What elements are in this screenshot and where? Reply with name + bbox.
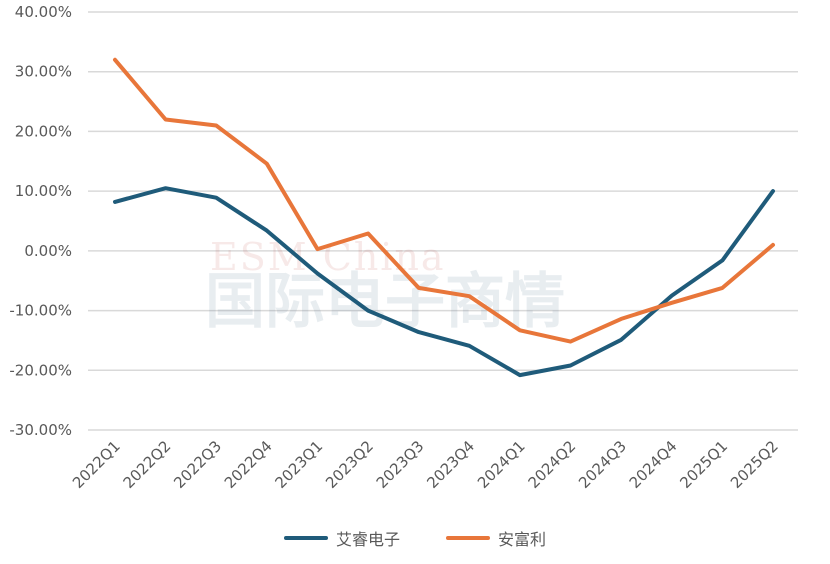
watermark: ESM China 国际电子商情 [205, 235, 565, 337]
line-chart: 40.00% 30.00% 20.00% 10.00% 0.00% -10.00% -20.… [9, 3, 798, 492]
svg-text:国际电子商情: 国际电子商情 [205, 267, 565, 337]
legend-item-series-1: 艾睿电子 [283, 526, 400, 550]
y-axis: 40.00% 30.00% 20.00% 10.00% 0.00% -10.00% -20.… [9, 3, 72, 439]
y-tick-label: 20.00% [15, 122, 72, 140]
x-tick-label: 2024Q3 [575, 437, 630, 492]
y-tick-label: 40.00% [15, 3, 72, 21]
x-tick-label: 2023Q1 [271, 437, 326, 492]
x-tick-label: 2022Q1 [69, 437, 124, 492]
x-tick-label: 2022Q4 [221, 437, 276, 492]
series-line-1 [113, 186, 775, 378]
x-tick-label: 2024Q2 [525, 437, 580, 492]
x-axis: 2022Q12022Q22022Q32022Q42023Q12023Q22023… [69, 437, 782, 492]
legend-swatch-series-2 [446, 536, 490, 540]
legend-label-series-2: 安富利 [498, 530, 547, 549]
legend-swatch-series-1 [283, 536, 328, 540]
series-line-2 [113, 57, 775, 344]
y-tick-label: -20.00% [9, 361, 72, 379]
legend: 艾睿电子 安富利 [0, 526, 830, 550]
y-tick-label: 10.00% [15, 182, 72, 200]
y-tick-label: -10.00% [9, 302, 72, 320]
x-tick-label: 2022Q3 [170, 437, 225, 492]
x-tick-label: 2023Q4 [423, 437, 478, 492]
x-tick-label: 2024Q4 [626, 437, 681, 492]
x-tick-label: 2025Q2 [727, 437, 782, 492]
x-tick-label: 2022Q2 [120, 437, 175, 492]
legend-item-series-2: 安富利 [446, 526, 546, 550]
x-tick-label: 2025Q1 [676, 437, 731, 492]
gridlines [88, 11, 798, 431]
y-tick-label: -30.00% [9, 421, 72, 439]
y-tick-label: 0.00% [24, 242, 72, 260]
x-tick-label: 2024Q1 [474, 437, 529, 492]
y-tick-label: 30.00% [15, 63, 72, 81]
series-lines [113, 57, 775, 378]
legend-label-series-1: 艾睿电子 [335, 530, 400, 549]
x-tick-label: 2023Q3 [373, 437, 428, 492]
x-tick-label: 2023Q2 [322, 437, 377, 492]
